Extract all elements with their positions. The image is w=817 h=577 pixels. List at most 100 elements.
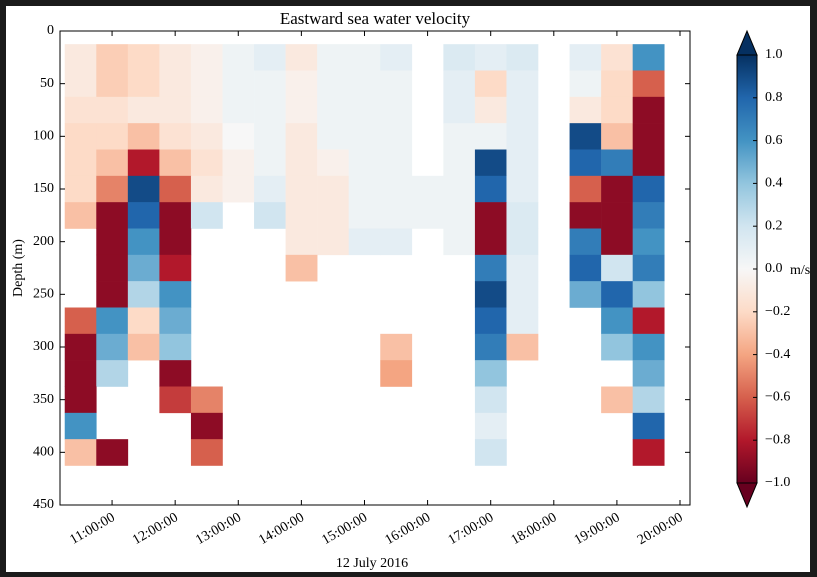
- colorbar-tick-label: −1.0: [765, 475, 790, 490]
- heat-cell: [569, 228, 602, 256]
- heat-cell: [632, 202, 665, 229]
- heat-cell: [443, 202, 476, 229]
- heat-cell: [569, 44, 602, 71]
- plot-frame: [59, 30, 691, 506]
- heat-cell: [285, 202, 318, 229]
- heat-cell: [159, 333, 192, 361]
- heat-cell: [474, 254, 507, 282]
- heat-cell: [64, 439, 97, 466]
- y-tick-label: 50: [40, 76, 54, 91]
- heat-cell: [506, 70, 539, 98]
- heat-cell: [632, 281, 665, 308]
- heat-cell: [159, 254, 192, 282]
- heat-cell: [190, 96, 223, 124]
- heat-cell: [96, 254, 129, 282]
- heat-cell: [632, 307, 665, 335]
- heat-cell: [64, 70, 97, 98]
- heat-cell: [569, 254, 602, 282]
- heat-cell: [254, 44, 286, 71]
- heat-cell: [64, 386, 97, 414]
- heat-cell: [632, 412, 665, 440]
- colorbar-label: m/s: [790, 263, 810, 278]
- heat-cell: [443, 228, 476, 256]
- heat-cell: [285, 44, 318, 71]
- heat-cell: [380, 149, 413, 177]
- heat-cell: [601, 175, 633, 203]
- heat-cell: [222, 96, 255, 124]
- heat-cell: [285, 123, 318, 150]
- heat-cell: [380, 123, 413, 150]
- heat-cell: [443, 175, 476, 203]
- heat-cell: [159, 44, 192, 71]
- heat-cell: [474, 439, 507, 466]
- colorbar-tick-label: 0.6: [765, 133, 783, 148]
- heat-cell: [506, 281, 539, 308]
- heat-cell: [601, 149, 633, 177]
- heat-cell: [96, 281, 129, 308]
- heat-cell: [96, 360, 129, 387]
- heat-cell: [569, 149, 602, 177]
- heat-cell: [127, 175, 160, 203]
- heat-cell: [159, 96, 192, 124]
- heat-cell: [443, 70, 476, 98]
- heat-cell: [285, 96, 318, 124]
- heat-cell: [222, 175, 255, 203]
- heat-cell: [127, 333, 160, 361]
- heat-cell: [159, 175, 192, 203]
- heat-cell: [127, 228, 160, 256]
- heat-cell: [348, 44, 381, 71]
- heat-cell: [159, 386, 192, 414]
- heat-cell: [601, 333, 633, 361]
- heat-cell: [601, 254, 633, 282]
- heat-cell: [380, 228, 413, 256]
- heat-cell: [601, 281, 633, 308]
- heat-cell: [127, 307, 160, 335]
- heat-cell: [632, 228, 665, 256]
- heat-cell: [64, 44, 97, 71]
- heat-cell: [285, 254, 318, 282]
- heat-cell: [601, 386, 633, 414]
- heat-cell: [348, 149, 381, 177]
- heat-cell: [190, 175, 223, 203]
- heat-cell: [632, 70, 665, 98]
- colorbar-tick-label: 0.8: [765, 90, 783, 105]
- heat-cell: [190, 70, 223, 98]
- heat-cell: [127, 281, 160, 308]
- colorbar-tick-label: 1.0: [765, 47, 783, 62]
- heat-cell: [474, 333, 507, 361]
- heat-cell: [159, 70, 192, 98]
- heat-cell: [64, 149, 97, 177]
- heat-cell: [380, 202, 413, 229]
- y-tick-label: 150: [33, 181, 54, 196]
- heat-cell: [506, 123, 539, 150]
- heat-cell: [380, 333, 413, 361]
- heat-cell: [190, 439, 223, 466]
- heat-cell: [569, 202, 602, 229]
- heat-cell: [254, 123, 286, 150]
- heat-cell: [317, 44, 350, 71]
- heat-cell: [632, 254, 665, 282]
- heat-cell: [569, 123, 602, 150]
- heat-cell: [96, 307, 129, 335]
- heat-cell: [474, 412, 507, 440]
- heat-cell: [380, 44, 413, 71]
- chart-title: Eastward sea water velocity: [280, 9, 471, 28]
- heat-cell: [127, 70, 160, 98]
- heat-cell: [190, 386, 223, 414]
- heat-cell: [632, 149, 665, 177]
- heat-cell: [254, 70, 286, 98]
- heat-cell: [380, 175, 413, 203]
- heat-cell: [569, 175, 602, 203]
- heat-cell: [348, 228, 381, 256]
- heat-cell: [474, 202, 507, 229]
- heat-cell: [474, 281, 507, 308]
- heat-cell: [159, 123, 192, 150]
- heat-cell: [190, 412, 223, 440]
- heat-cell: [474, 96, 507, 124]
- heat-cell: [632, 175, 665, 203]
- heat-cell: [96, 228, 129, 256]
- heat-cell: [64, 123, 97, 150]
- heat-cell: [474, 149, 507, 177]
- heat-cell: [506, 175, 539, 203]
- heat-cell: [190, 202, 223, 229]
